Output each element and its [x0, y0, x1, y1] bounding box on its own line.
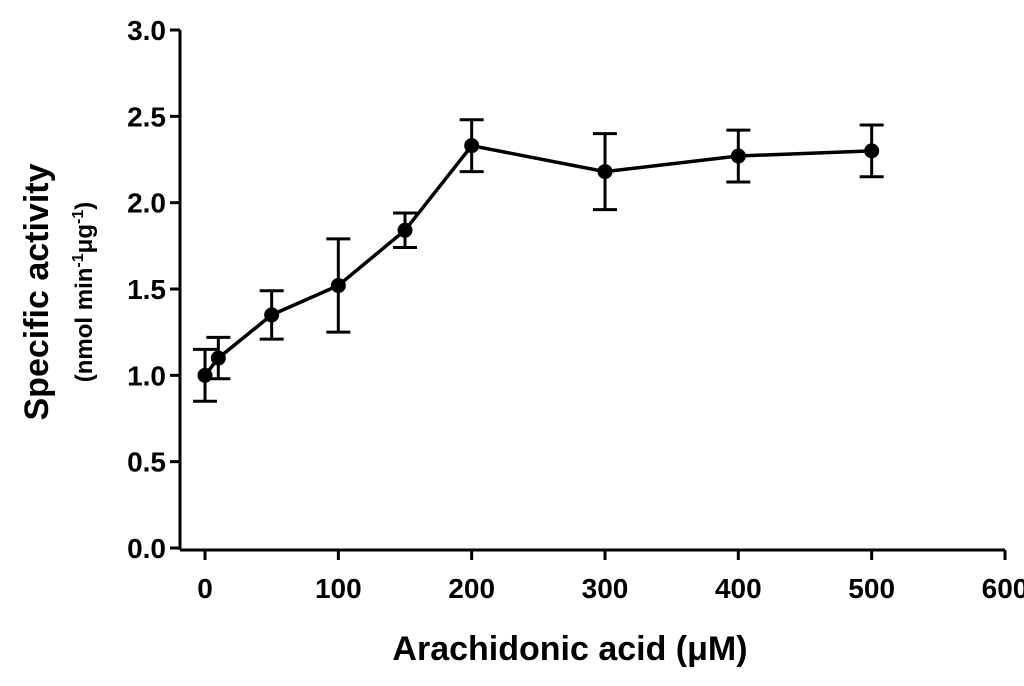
y-units-open: (nmol min [71, 268, 98, 383]
data-point [597, 164, 613, 180]
data-point [464, 138, 480, 154]
axes [178, 30, 1005, 552]
y-tick-label: 0.0 [127, 533, 166, 564]
x-tick-label: 600 [982, 573, 1024, 604]
y-tick-label: 0.5 [127, 447, 166, 478]
data-marks [193, 118, 884, 403]
x-tick-label: 400 [715, 573, 762, 604]
data-point [397, 222, 413, 238]
x-tick-label: 300 [582, 573, 629, 604]
data-point [264, 307, 280, 323]
ticks: 0.0 0.5 1.0 1.5 2.0 2.5 3.0 0 100 200 300 400 500 600 [127, 15, 1024, 604]
series-line [203, 143, 872, 377]
y-units-exp1: -1 [70, 253, 87, 267]
data-point [197, 367, 213, 383]
x-tick-label: 500 [848, 573, 895, 604]
data-point [730, 148, 746, 164]
data-point [864, 143, 880, 159]
y-units-close: ) [71, 202, 98, 210]
y-axis-units: (nmol min-1μg-1) [70, 202, 98, 382]
x-tick-label: 200 [448, 573, 495, 604]
y-units-mid: μg [71, 224, 98, 253]
y-tick-label: 2.5 [127, 101, 166, 132]
y-tick-label: 2.0 [127, 188, 166, 219]
y-tick-label: 3.0 [127, 15, 166, 46]
data-point [210, 350, 226, 366]
y-tick-label: 1.5 [127, 274, 166, 305]
x-tick-label: 100 [315, 573, 362, 604]
y-tick-label: 1.0 [127, 360, 166, 391]
y-axis-title: Specific activity [18, 163, 56, 420]
x-axis-title: Arachidonic acid (μM) [392, 630, 747, 668]
y-units-exp2: -1 [70, 210, 87, 224]
data-point [330, 278, 346, 294]
x-tick-label: 0 [197, 573, 213, 604]
